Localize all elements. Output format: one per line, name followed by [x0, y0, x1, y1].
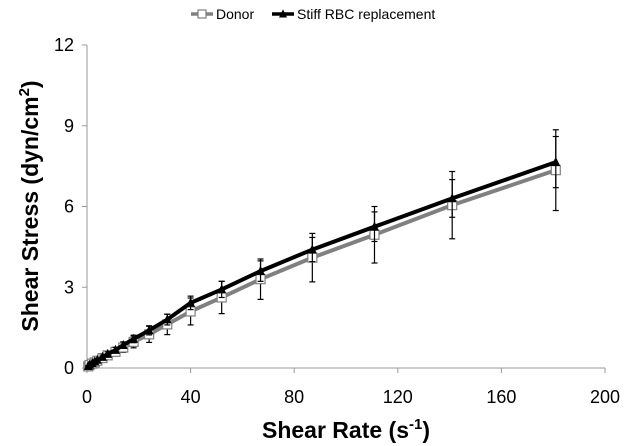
stiff-rbc-point: [256, 265, 266, 275]
x-tick-label: 160: [486, 387, 516, 407]
series-line: [86, 168, 557, 368]
y-tick-label: 12: [54, 35, 74, 55]
stiff-rbc-point: [447, 193, 457, 203]
legend: Donor Stiff RBC replacement: [191, 6, 435, 22]
stiff-rbc-point: [279, 9, 287, 18]
legend-item: Donor: [191, 6, 254, 22]
stiff-rbc-point: [103, 348, 113, 358]
donor-point: [197, 9, 207, 19]
legend-label: Stiff RBC replacement: [297, 6, 435, 22]
x-tick-label: 200: [590, 387, 620, 407]
legend-label: Donor: [216, 6, 254, 22]
x-tick-label: 0: [82, 387, 92, 407]
y-tick-label: 3: [64, 277, 74, 297]
y-axis-title: Shear Stress (dyn/cm2): [16, 80, 43, 331]
stiff-rbc-point: [144, 325, 154, 335]
stiff-rbc-point: [118, 339, 128, 350]
x-tick-label: 120: [383, 387, 413, 407]
stiff-rbc-point: [129, 333, 139, 343]
series-donor: [83, 129, 561, 372]
stiff-rbc-point: [307, 244, 317, 254]
x-axis-title: Shear Rate (s-1): [262, 416, 430, 443]
stiff-rbc-point: [217, 284, 227, 294]
series-stiff-rbc: [83, 135, 561, 370]
stiff-rbc-point: [551, 156, 561, 166]
stiff-rbc-point: [162, 314, 172, 324]
series-layer: [83, 129, 561, 372]
x-tick-label: 40: [181, 387, 201, 407]
y-tick-label: 0: [64, 358, 74, 378]
stiff-rbc-point: [369, 221, 379, 231]
stiff-rbc-point: [92, 354, 102, 364]
x-tick-label: 80: [284, 387, 304, 407]
stiff-rbc-point: [110, 344, 120, 354]
y-tick-label: 6: [64, 197, 74, 217]
stiff-rbc-point: [186, 297, 196, 307]
y-tick-label: 9: [64, 116, 74, 136]
stiff-rbc-point: [98, 351, 108, 361]
legend-item: Stiff RBC replacement: [272, 6, 435, 22]
